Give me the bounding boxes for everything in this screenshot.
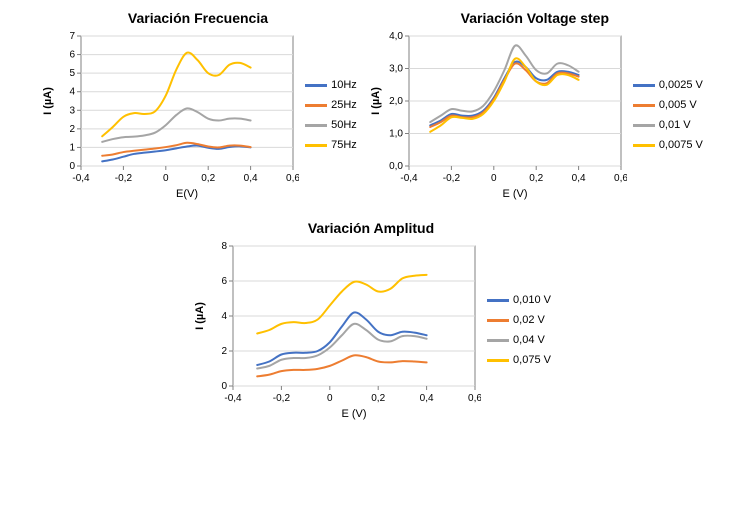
- ylabel: I (µA): [42, 87, 54, 115]
- legend-label: 0,01 V: [659, 119, 691, 131]
- ytick-label: 0: [70, 161, 76, 172]
- xtick-label: -0,4: [73, 173, 91, 184]
- ytick-label: 3: [70, 105, 76, 116]
- ytick-label: 0: [221, 381, 227, 392]
- legend-label: 50Hz: [331, 119, 357, 131]
- xtick-label: -0,2: [443, 173, 461, 184]
- legend-swatch: [487, 319, 509, 322]
- ytick-label: 4: [70, 87, 76, 98]
- ytick-label: 4: [221, 311, 227, 322]
- ytick-label: 4,0: [389, 31, 403, 42]
- legend-item: 0,0025 V: [633, 79, 703, 91]
- chart-wrap: 0 2 4 6 8 -0,4 -0,2 0 0,2 0,4 0,6 E (V) I (µA) 0,010…: [191, 240, 551, 420]
- xtick-label: 0: [163, 173, 169, 184]
- legend-swatch: [633, 144, 655, 147]
- legend-label: 0,010 V: [513, 294, 551, 306]
- ytick-label: 2: [70, 124, 76, 135]
- legend: 10Hz 25Hz 50Hz 75Hz: [299, 79, 357, 151]
- xtick-label: -0,2: [115, 173, 133, 184]
- ytick-label: 6: [221, 276, 227, 287]
- legend-item: 0,075 V: [487, 354, 551, 366]
- ytick-label: 7: [70, 31, 76, 42]
- legend-swatch: [487, 359, 509, 362]
- ylabel: I (µA): [194, 302, 206, 330]
- xtick-label: 0,2: [529, 173, 543, 184]
- legend-label: 10Hz: [331, 79, 357, 91]
- ytick-label: 2: [221, 346, 227, 357]
- legend: 0,010 V 0,02 V 0,04 V 0,075 V: [481, 294, 551, 366]
- legend-label: 75Hz: [331, 139, 357, 151]
- legend-swatch: [305, 104, 327, 107]
- chart-wrap: 0 1 2 3 4 5 6 7 -0,4 -0,2 0 0,2 0,4 0,6 E(V) I (µA) 10H…: [39, 30, 357, 200]
- legend-swatch: [633, 124, 655, 127]
- legend-swatch: [633, 104, 655, 107]
- xtick-label: 0,6: [614, 173, 627, 184]
- legend-swatch: [305, 124, 327, 127]
- chart-svg: 0 1 2 3 4 5 6 7 -0,4 -0,2 0 0,2 0,4 0,6 E(V) I (µA): [39, 30, 299, 200]
- bottom-row: Variación Amplitud 02468-0,4-0,200,20,40…: [10, 220, 732, 420]
- ytick-label: 1,0: [389, 129, 403, 140]
- legend-label: 0,04 V: [513, 334, 545, 346]
- xtick-label: -0,2: [273, 393, 291, 404]
- legend-item: 25Hz: [305, 99, 357, 111]
- legend-swatch: [305, 84, 327, 87]
- chart-svg: 0 2 4 6 8 -0,4 -0,2 0 0,2 0,4 0,6 E (V) I (µA): [191, 240, 481, 420]
- panel-amplitud: Variación Amplitud 02468-0,4-0,200,20,40…: [191, 220, 551, 420]
- xtick-label: -0,4: [400, 173, 418, 184]
- ytick-label: 5: [70, 68, 76, 79]
- xtick-label: -0,4: [224, 393, 242, 404]
- ytick-label: 8: [221, 241, 227, 252]
- ytick-label: 1: [70, 142, 76, 153]
- ytick-label: 3,0: [389, 64, 403, 75]
- legend-label: 0,0025 V: [659, 79, 703, 91]
- legend-label: 0,0075 V: [659, 139, 703, 151]
- ytick-label: 2,0: [389, 96, 403, 107]
- chart-title: Variación Voltage step: [461, 10, 609, 26]
- xlabel: E(V): [176, 188, 198, 200]
- legend-label: 0,02 V: [513, 314, 545, 326]
- chart-wrap: 0,0 1,0 2,0 3,0 4,0 -0,4 -0,2 0 0,2 0,4 0,6 E (V) I …: [367, 30, 703, 200]
- chart-title: Variación Amplitud: [308, 220, 434, 236]
- xlabel: E (V): [502, 188, 527, 200]
- legend-swatch: [487, 299, 509, 302]
- legend-label: 25Hz: [331, 99, 357, 111]
- xtick-label: 0,4: [420, 393, 434, 404]
- legend-item: 0,005 V: [633, 99, 703, 111]
- xtick-label: 0,4: [244, 173, 258, 184]
- legend-item: 0,0075 V: [633, 139, 703, 151]
- legend-swatch: [487, 339, 509, 342]
- legend-item: 0,010 V: [487, 294, 551, 306]
- legend-item: 0,04 V: [487, 334, 551, 346]
- legend-item: 50Hz: [305, 119, 357, 131]
- legend-label: 0,005 V: [659, 99, 697, 111]
- legend: 0,0025 V 0,005 V 0,01 V 0,0075 V: [627, 79, 703, 151]
- ytick-label: 6: [70, 50, 76, 61]
- xtick-label: 0,4: [571, 173, 585, 184]
- xlabel: E (V): [342, 408, 367, 420]
- chart-svg: 0,0 1,0 2,0 3,0 4,0 -0,4 -0,2 0 0,2 0,4 0,6 E (V) I …: [367, 30, 627, 200]
- top-row: Variación Frecuencia 01234567-0,4-0,200,…: [10, 10, 732, 200]
- xtick-label: 0: [327, 393, 333, 404]
- legend-item: 0,02 V: [487, 314, 551, 326]
- legend-swatch: [633, 84, 655, 87]
- legend-label: 0,075 V: [513, 354, 551, 366]
- ytick-label: 0,0: [389, 161, 403, 172]
- legend-item: 75Hz: [305, 139, 357, 151]
- legend-item: 0,01 V: [633, 119, 703, 131]
- xtick-label: 0: [491, 173, 497, 184]
- xtick-label: 0,2: [371, 393, 385, 404]
- legend-swatch: [305, 144, 327, 147]
- chart-title: Variación Frecuencia: [128, 10, 268, 26]
- ylabel: I (µA): [370, 87, 382, 115]
- xtick-label: 0,6: [286, 173, 299, 184]
- xtick-label: 0,6: [468, 393, 481, 404]
- xtick-label: 0,2: [201, 173, 215, 184]
- panel-voltage-step: Variación Voltage step 0,0 1,0 2,0 3,0 4,0 -0…: [367, 10, 703, 200]
- legend-item: 10Hz: [305, 79, 357, 91]
- panel-frecuencia: Variación Frecuencia 0 1 2 3 4 5 6 7 -0,4 -0,2 0 0,…: [39, 10, 357, 200]
